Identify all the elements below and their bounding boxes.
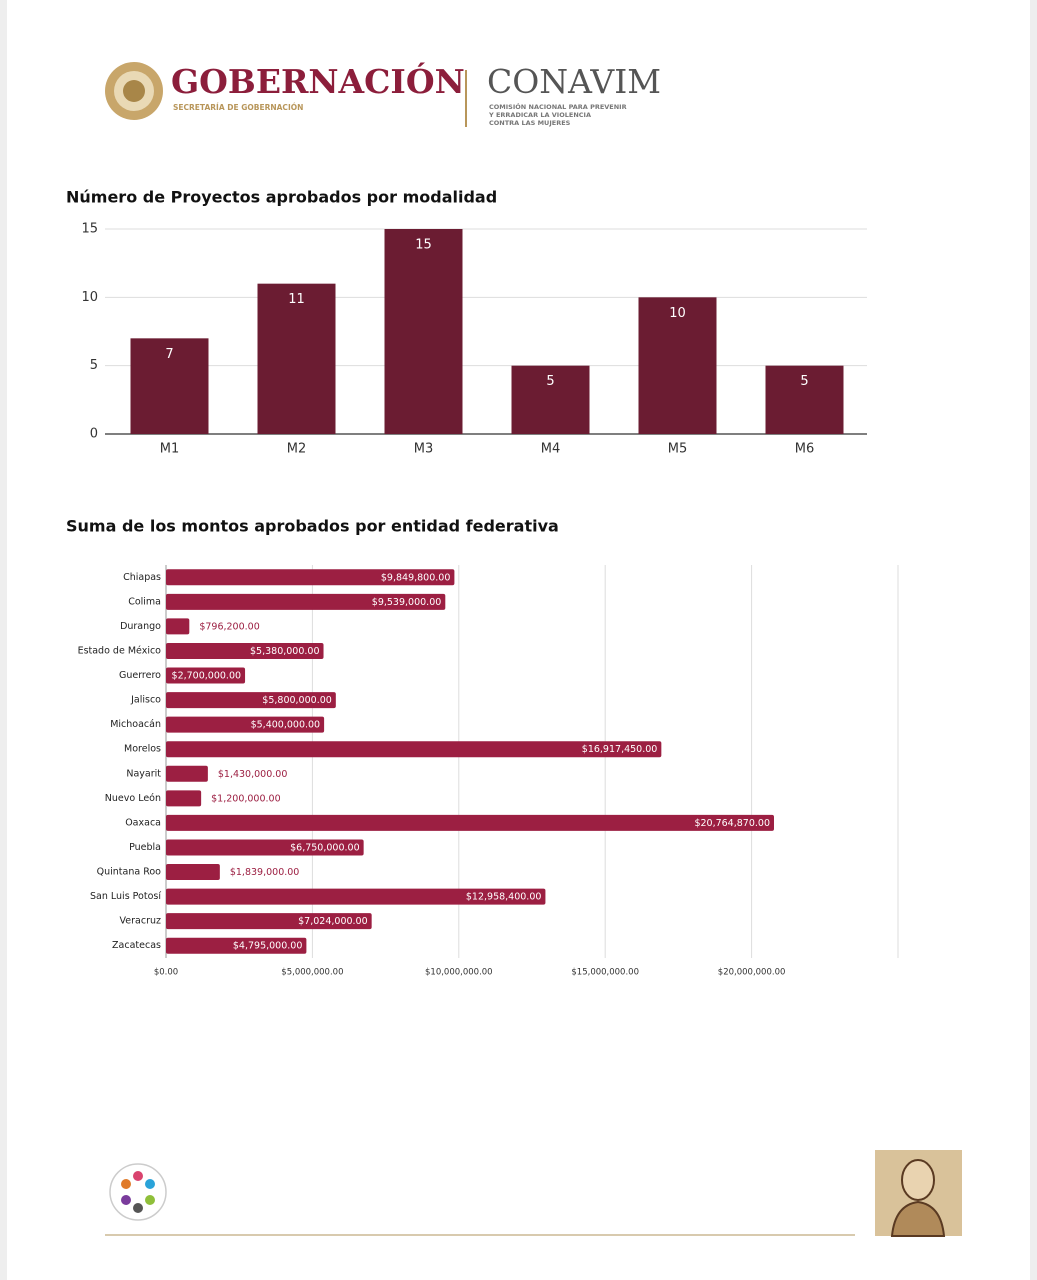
y-tick-label: Durango: [120, 621, 161, 632]
y-tick-label: Oaxaca: [125, 817, 161, 828]
data-label: $1,430,000.00: [218, 769, 288, 780]
agency: CONAVIM: [487, 62, 661, 101]
bar: [166, 913, 372, 930]
x-tick-label: M3: [414, 442, 434, 457]
ministry: GOBERNACIÓN: [171, 61, 465, 101]
data-label: $20,764,870.00: [694, 818, 770, 829]
y-tick-label: Morelos: [124, 744, 161, 755]
page-edge: [0, 0, 7, 1280]
bar: [384, 229, 463, 434]
y-tick-label: 10: [81, 290, 98, 305]
data-label: 5: [800, 374, 808, 389]
y-tick-label: San Luis Potosí: [90, 891, 161, 902]
x-tick-label: $10,000,000.00: [425, 968, 493, 978]
data-label: $7,024,000.00: [298, 916, 368, 927]
y-tick-label: Veracruz: [120, 916, 161, 927]
y-tick-label: 5: [90, 358, 98, 373]
data-label: $1,200,000.00: [211, 793, 281, 804]
data-label: $1,839,000.00: [230, 867, 300, 878]
y-tick-label: Zacatecas: [112, 940, 161, 951]
chart-title: Número de Proyectos aprobados por modali…: [66, 188, 497, 207]
bar: [765, 365, 844, 434]
data-label: 11: [288, 292, 305, 307]
y-tick-label: Puebla: [129, 842, 161, 853]
page-edge: [1030, 0, 1037, 1280]
y-tick-label: Michoacán: [110, 719, 161, 730]
data-label: $2,700,000.00: [172, 671, 242, 682]
bar: [166, 888, 546, 905]
bar: [166, 692, 336, 709]
y-tick-label: 0: [90, 427, 98, 442]
bar: [511, 365, 590, 434]
bar: [166, 642, 324, 659]
agency-sub: Y ERRADICAR LA VIOLENCIA: [488, 111, 591, 119]
bar: [166, 667, 246, 684]
x-tick-label: $5,000,000.00: [281, 968, 343, 978]
data-label: $796,200.00: [199, 621, 259, 632]
x-tick-label: M4: [541, 442, 561, 457]
x-tick-label: M2: [287, 442, 307, 457]
portrait: [875, 1150, 962, 1237]
bar: [166, 765, 208, 782]
bar: [166, 569, 455, 586]
bar: [166, 790, 202, 807]
x-tick-label: $15,000,000.00: [571, 968, 639, 978]
bar: [166, 864, 220, 881]
data-label: $5,400,000.00: [251, 720, 321, 731]
chart-title: Suma de los montos aprobados por entidad…: [66, 517, 559, 536]
ministry-sub: SECRETARÍA DE GOBERNACIÓN: [173, 103, 303, 112]
y-tick-label: Guerrero: [119, 670, 161, 681]
data-label: $4,795,000.00: [233, 941, 303, 952]
bar: [166, 741, 662, 758]
data-label: $5,380,000.00: [250, 646, 320, 657]
bar: [166, 814, 774, 831]
bar: [257, 283, 336, 434]
data-label: 10: [669, 306, 686, 321]
x-tick-label: M1: [160, 442, 180, 457]
bar: [166, 839, 364, 856]
y-tick-label: Nuevo León: [105, 793, 161, 804]
y-tick-label: Colima: [128, 596, 161, 607]
data-label: 5: [546, 374, 554, 389]
bar: [166, 593, 446, 610]
bar: [166, 937, 307, 954]
y-tick-label: 15: [81, 222, 98, 237]
footer-logo: [109, 1163, 167, 1221]
data-label: $6,750,000.00: [290, 842, 360, 853]
y-tick-label: Estado de México: [78, 645, 162, 656]
y-tick-label: Quintana Roo: [97, 867, 162, 878]
data-label: $12,958,400.00: [466, 892, 542, 903]
y-tick-label: Chiapas: [123, 572, 161, 583]
bar: [638, 297, 717, 434]
emblem: [105, 62, 163, 120]
data-label: $9,849,800.00: [381, 572, 451, 583]
agency-sub: CONTRA LAS MUJERES: [489, 119, 571, 127]
data-label: $5,800,000.00: [262, 695, 332, 706]
bar: [130, 338, 209, 434]
y-tick-label: Jalisco: [130, 695, 161, 706]
x-tick-label: $0.00: [154, 968, 178, 978]
data-label: $16,917,450.00: [582, 744, 658, 755]
data-label: 15: [415, 238, 432, 253]
bar: [166, 618, 190, 635]
bar: [166, 716, 325, 733]
x-tick-label: M5: [668, 442, 688, 457]
x-tick-label: M6: [795, 442, 815, 457]
x-tick-label: $20,000,000.00: [718, 968, 786, 978]
y-tick-label: Nayarit: [126, 768, 161, 779]
data-label: 7: [165, 347, 173, 362]
agency-sub: COMISIÓN NACIONAL PARA PREVENIR: [489, 102, 627, 111]
data-label: $9,539,000.00: [372, 597, 442, 608]
